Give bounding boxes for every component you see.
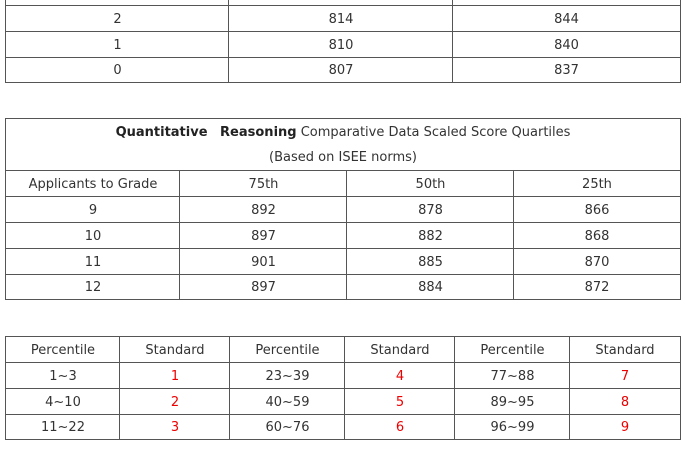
header-cell: Standard (569, 336, 681, 363)
table-cell: 3 (119, 414, 230, 440)
table-cell: 2 (5, 5, 229, 32)
table-cell: 1 (5, 31, 229, 58)
table-cell: 872 (513, 274, 681, 300)
header-cell: Percentile (229, 336, 345, 363)
table-cell: 897 (179, 222, 347, 249)
table-cell: 878 (346, 196, 514, 223)
table-cell: 882 (346, 222, 514, 249)
table-cell: 8 (569, 388, 681, 415)
table-cell: 11 (5, 248, 180, 275)
header-cell: 75th (179, 170, 347, 197)
header-cell: 50th (346, 170, 514, 197)
table-cell: 12 (5, 274, 180, 300)
table-cell: 9 (569, 414, 681, 440)
table-cell: 9 (5, 196, 180, 223)
table-cell: 870 (513, 248, 681, 275)
header-cell: Percentile (5, 336, 120, 363)
table-cell: 892 (179, 196, 347, 223)
title-text: Comparative Data Scaled Score Quartiles (296, 125, 571, 140)
table-cell (228, 0, 453, 6)
table-cell: 4~10 (5, 388, 120, 415)
table-cell: 89~95 (454, 388, 570, 415)
table-cell: 897 (179, 274, 347, 300)
table-cell: 814 (228, 5, 453, 32)
table-cell: 23~39 (229, 362, 345, 389)
table-cell: 885 (346, 248, 514, 275)
table-cell: 5 (344, 388, 455, 415)
table-cell: 4 (344, 362, 455, 389)
table-cell: 1~3 (5, 362, 120, 389)
header-cell: Standard (119, 336, 230, 363)
table-cell: 40~59 (229, 388, 345, 415)
table-cell: 840 (452, 31, 681, 58)
table-cell: 837 (452, 57, 681, 83)
table-cell: 868 (513, 222, 681, 249)
table-cell: 844 (452, 5, 681, 32)
header-cell: Standard (344, 336, 455, 363)
table-cell: 866 (513, 196, 681, 223)
table-cell: 11~22 (5, 414, 120, 440)
table-cell: 60~76 (229, 414, 345, 440)
table-cell (5, 0, 229, 6)
table-cell: 810 (228, 31, 453, 58)
table-cell: 0 (5, 57, 229, 83)
header-cell: Applicants to Grade (5, 170, 180, 197)
table-cell: 77~88 (454, 362, 570, 389)
table-cell: 1 (119, 362, 230, 389)
title-bold: Quantitative Reasoning (115, 125, 297, 140)
table-cell: 6 (344, 414, 455, 440)
header-cell: 25th (513, 170, 681, 197)
table-cell: 884 (346, 274, 514, 300)
header-cell: Percentile (454, 336, 570, 363)
table-cell (452, 0, 681, 6)
table-cell: 807 (228, 57, 453, 83)
table-cell: 2 (119, 388, 230, 415)
table-cell: 10 (5, 222, 180, 249)
table-cell: 901 (179, 248, 347, 275)
table-cell: 96~99 (454, 414, 570, 440)
table-title: Quantitative Reasoning Comparative Data … (5, 118, 681, 171)
title-subtitle: (Based on ISEE norms) (269, 150, 417, 165)
table-cell: 7 (569, 362, 681, 389)
